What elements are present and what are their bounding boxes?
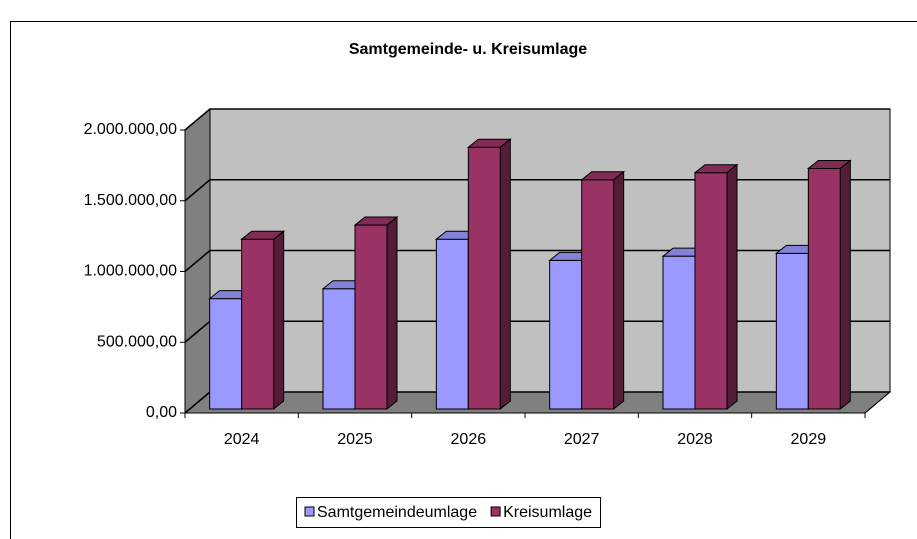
legend-swatch — [304, 506, 315, 517]
legend-box — [296, 497, 602, 528]
bar-front — [549, 259, 583, 410]
bar-side — [273, 230, 285, 411]
grid-line — [184, 320, 211, 343]
bar — [240, 230, 286, 411]
bar-front — [775, 252, 809, 410]
chart-title: Samtgemeinde- u. Kreisumlage — [349, 41, 587, 58]
bar-side — [613, 170, 625, 411]
bar-side — [386, 216, 398, 411]
bar-front — [581, 179, 615, 410]
legend-label: Kreisumlage — [503, 504, 592, 521]
legend: Samtgemeindeumlage Kreisumlage — [296, 497, 602, 528]
bar-front — [467, 146, 501, 410]
legend-label: Samtgemeindeumlage — [317, 504, 477, 521]
y-tick-label: 0,00 — [146, 404, 177, 421]
y-tick-label: 1.000.000,00 — [84, 263, 178, 280]
x-axis-end — [864, 391, 891, 414]
bar — [466, 138, 512, 411]
x-tick-label: 2025 — [337, 431, 373, 448]
bar-front — [241, 238, 275, 410]
bar-front — [322, 288, 356, 410]
grid-line — [184, 108, 211, 131]
bar-front — [694, 172, 728, 410]
bar-front — [807, 167, 841, 410]
bar-front — [354, 224, 388, 410]
y-tick-label: 1.500.000,00 — [84, 192, 178, 209]
bar-front — [435, 238, 469, 410]
y-tick-label: 2.000.000,00 — [84, 121, 178, 138]
bar — [353, 216, 399, 411]
grid-line — [184, 179, 211, 202]
grid-line — [184, 391, 211, 414]
x-tick-label: 2028 — [677, 431, 713, 448]
x-tick-label: 2027 — [564, 431, 600, 448]
bar-side — [839, 159, 851, 411]
x-tick-label: 2024 — [224, 431, 260, 448]
y-tick-label: 500.000,00 — [97, 333, 177, 350]
bar-side — [726, 163, 738, 411]
bar-front — [662, 255, 696, 410]
x-tick-label: 2026 — [451, 431, 487, 448]
bar-side — [499, 138, 511, 411]
x-tick-label: 2029 — [791, 431, 827, 448]
bar — [580, 170, 626, 411]
bar-front — [209, 298, 243, 410]
bar — [693, 163, 739, 411]
bar — [806, 159, 852, 411]
legend-swatch — [490, 506, 501, 517]
grid-line — [184, 249, 211, 273]
